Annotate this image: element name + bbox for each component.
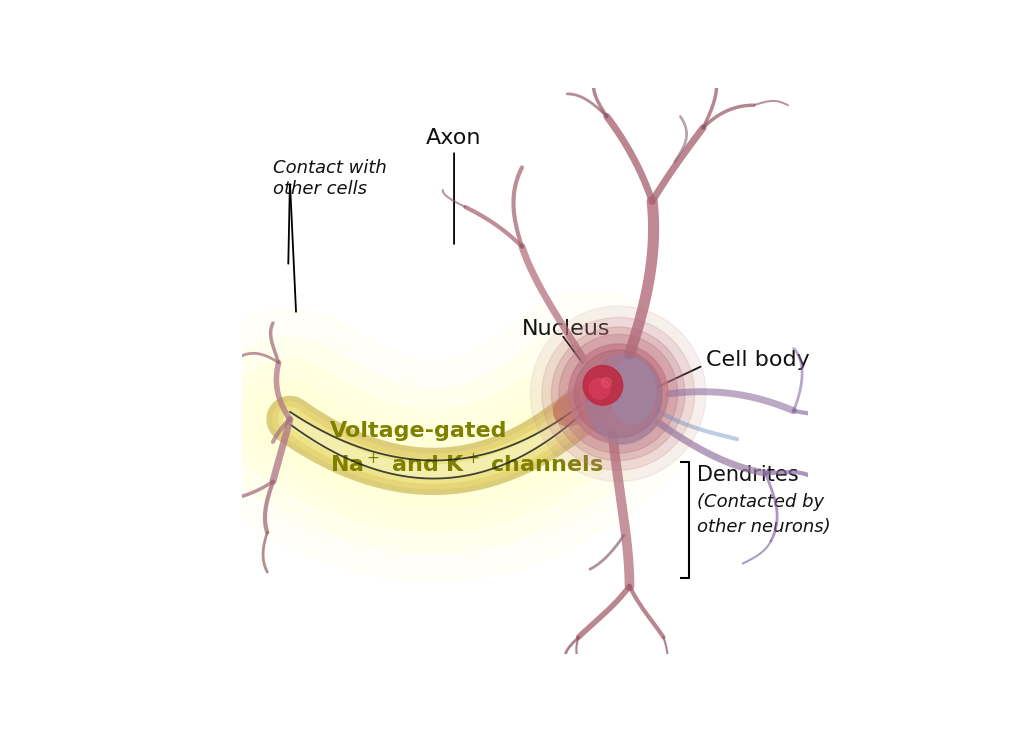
Text: Nucleus: Nucleus (522, 319, 610, 339)
Text: Voltage-gated: Voltage-gated (330, 420, 507, 440)
Circle shape (551, 327, 685, 461)
Text: Axon: Axon (426, 128, 482, 148)
Text: Cell body: Cell body (706, 350, 810, 370)
Circle shape (530, 306, 706, 481)
Circle shape (574, 350, 662, 437)
Text: Na$^+$ and K$^+$ channels: Na$^+$ and K$^+$ channels (330, 453, 603, 476)
Text: other neurons): other neurons) (697, 518, 831, 537)
Circle shape (568, 344, 668, 444)
Text: Dendrites: Dendrites (697, 465, 799, 484)
Circle shape (601, 378, 611, 387)
Circle shape (542, 318, 694, 470)
Circle shape (559, 334, 678, 453)
Ellipse shape (610, 359, 654, 423)
Text: (Contacted by: (Contacted by (697, 493, 824, 511)
Circle shape (581, 356, 656, 431)
Circle shape (589, 379, 610, 399)
Ellipse shape (587, 355, 662, 444)
Circle shape (583, 365, 623, 405)
Text: Contact with
other cells: Contact with other cells (273, 159, 387, 198)
